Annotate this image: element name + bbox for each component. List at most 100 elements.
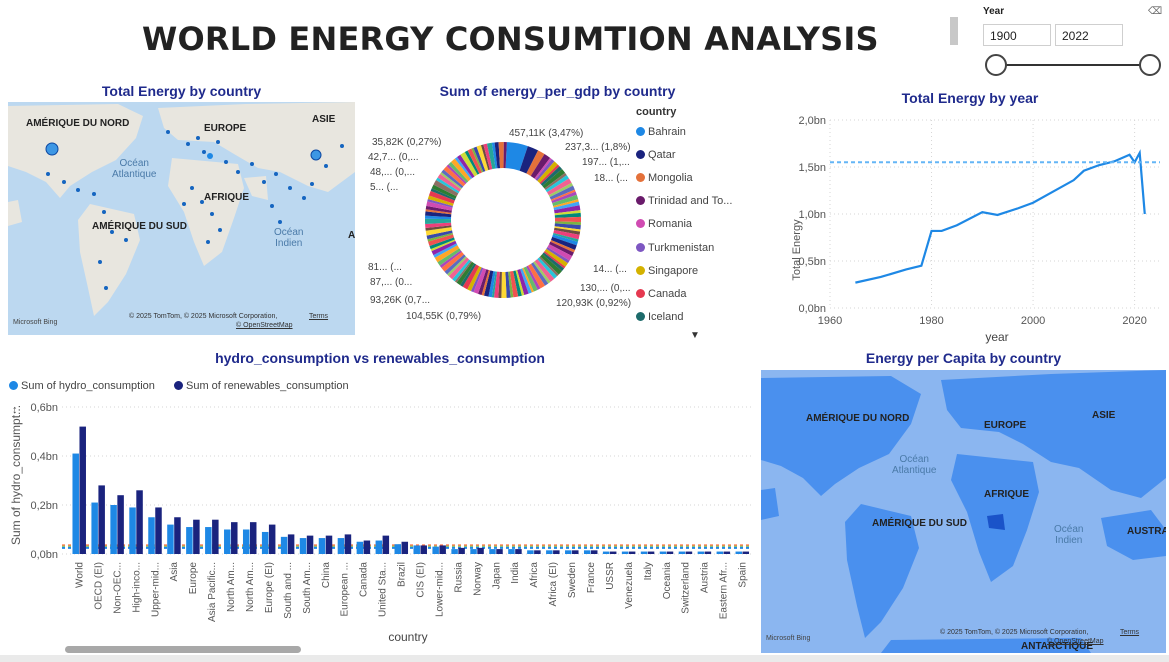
renewables-bar[interactable] (79, 426, 86, 554)
renewables-bar[interactable] (155, 507, 162, 554)
renewables-bar[interactable] (306, 535, 314, 554)
donut-slice[interactable] (505, 142, 528, 171)
year-slider-track[interactable] (996, 64, 1150, 66)
donut-slice[interactable] (530, 153, 551, 179)
hydro-bar[interactable] (356, 541, 364, 554)
renewables-bar[interactable] (553, 550, 560, 554)
donut-slice[interactable] (554, 210, 581, 216)
donut-slice[interactable] (441, 169, 464, 189)
donut-slice[interactable] (508, 271, 514, 298)
renewables-bar[interactable] (212, 519, 219, 554)
donut-slice[interactable] (451, 158, 471, 182)
donut-slice[interactable] (427, 195, 454, 206)
donut-slice[interactable] (425, 215, 452, 220)
renewables-bar[interactable] (231, 522, 238, 554)
donut-slice[interactable] (539, 256, 559, 277)
donut-slice[interactable] (537, 161, 558, 183)
donut-slice[interactable] (428, 234, 454, 247)
renewables-bar[interactable] (496, 549, 503, 554)
hydro-bar[interactable] (470, 549, 477, 554)
donut-slice[interactable] (452, 259, 471, 282)
donut-slice[interactable] (553, 229, 580, 240)
donut-slice[interactable] (535, 159, 555, 181)
total-energy-line-chart[interactable]: 0,0bn 0,5bn 1,0bn 1,5bn 2,0bn 1960 1980 2000 202… (775, 110, 1169, 345)
donut-slice[interactable] (429, 237, 455, 250)
donut-slice[interactable] (549, 241, 574, 257)
donut-legend-item[interactable]: Turkmenistan (636, 242, 714, 254)
donut-slice[interactable] (443, 166, 466, 187)
donut-slice[interactable] (522, 267, 534, 293)
donut-slice[interactable] (540, 254, 562, 275)
donut-slice[interactable] (546, 247, 570, 264)
donut-slice[interactable] (530, 262, 549, 286)
donut-slice[interactable] (439, 250, 462, 268)
donut-slice[interactable] (542, 252, 565, 272)
donut-slice[interactable] (554, 205, 581, 214)
donut-slice[interactable] (554, 212, 581, 218)
donut-slice[interactable] (425, 225, 452, 231)
renewables-bar[interactable] (704, 551, 712, 554)
donut-chart[interactable] (420, 130, 590, 310)
donut-slice[interactable] (544, 248, 568, 267)
hydro-bar[interactable] (413, 545, 420, 554)
donut-slice[interactable] (441, 251, 465, 272)
hydro-bar[interactable] (659, 551, 667, 554)
donut-legend-item[interactable]: Bahrain (636, 126, 686, 138)
renewables-bar[interactable] (249, 522, 257, 554)
donut-slice[interactable] (473, 268, 487, 294)
donut-slice[interactable] (547, 244, 573, 261)
donut-slice[interactable] (454, 260, 473, 283)
donut-slice[interactable] (431, 184, 457, 199)
donut-slice[interactable] (486, 142, 496, 170)
donut-slice[interactable] (505, 271, 511, 298)
donut-slice[interactable] (539, 164, 560, 185)
hydro-bar[interactable] (394, 544, 402, 554)
donut-slice[interactable] (444, 254, 466, 275)
donut-slice[interactable] (517, 269, 529, 296)
year-slider-start-handle[interactable] (985, 54, 1007, 76)
donut-slice[interactable] (551, 236, 577, 250)
hydro-bar[interactable] (72, 453, 79, 554)
renewables-bar[interactable] (515, 549, 522, 554)
renewables-bar[interactable] (609, 551, 617, 554)
donut-slice[interactable] (554, 223, 581, 230)
donut-slice[interactable] (498, 142, 504, 169)
donut-slice[interactable] (430, 239, 456, 252)
donut-slice[interactable] (437, 173, 462, 192)
hydro-bar[interactable] (546, 550, 553, 554)
donut-slice[interactable] (448, 161, 469, 183)
donut-slice[interactable] (460, 151, 478, 177)
sort-icon[interactable]: ↕ (12, 404, 18, 416)
donut-slice[interactable] (425, 227, 453, 236)
donut-slice[interactable] (551, 191, 577, 204)
donut-slice[interactable] (545, 175, 569, 193)
donut-slice[interactable] (427, 232, 454, 242)
donut-slice[interactable] (464, 150, 480, 175)
hydro-bar[interactable] (527, 550, 534, 554)
hydro-bar[interactable] (186, 527, 193, 554)
donut-slice[interactable] (540, 166, 563, 186)
legend-hydro[interactable]: Sum of hydro_consumption (9, 380, 155, 392)
donut-slice[interactable] (533, 261, 551, 284)
renewables-bar[interactable] (98, 485, 105, 554)
donut-slice[interactable] (494, 142, 501, 169)
hydro-bar[interactable] (678, 551, 686, 554)
slicer-tab[interactable] (950, 17, 958, 45)
donut-slice[interactable] (537, 257, 558, 279)
donut-slice[interactable] (428, 190, 455, 204)
donut-slice[interactable] (546, 178, 572, 196)
renewables-bar[interactable] (666, 551, 674, 554)
hydro-bar[interactable] (261, 531, 269, 554)
donut-slice[interactable] (457, 154, 475, 178)
donut-slice[interactable] (467, 148, 482, 174)
donut-slice[interactable] (462, 264, 480, 290)
donut-slice[interactable] (554, 226, 581, 232)
donut-slice[interactable] (534, 259, 555, 282)
donut-slice[interactable] (425, 222, 452, 229)
donut-slice[interactable] (467, 266, 482, 292)
donut-slice[interactable] (483, 143, 493, 170)
donut-slice[interactable] (550, 189, 576, 202)
donut-legend-item[interactable]: Mongolia (636, 172, 693, 184)
donut-slice[interactable] (550, 239, 576, 253)
donut-slice[interactable] (436, 177, 460, 194)
